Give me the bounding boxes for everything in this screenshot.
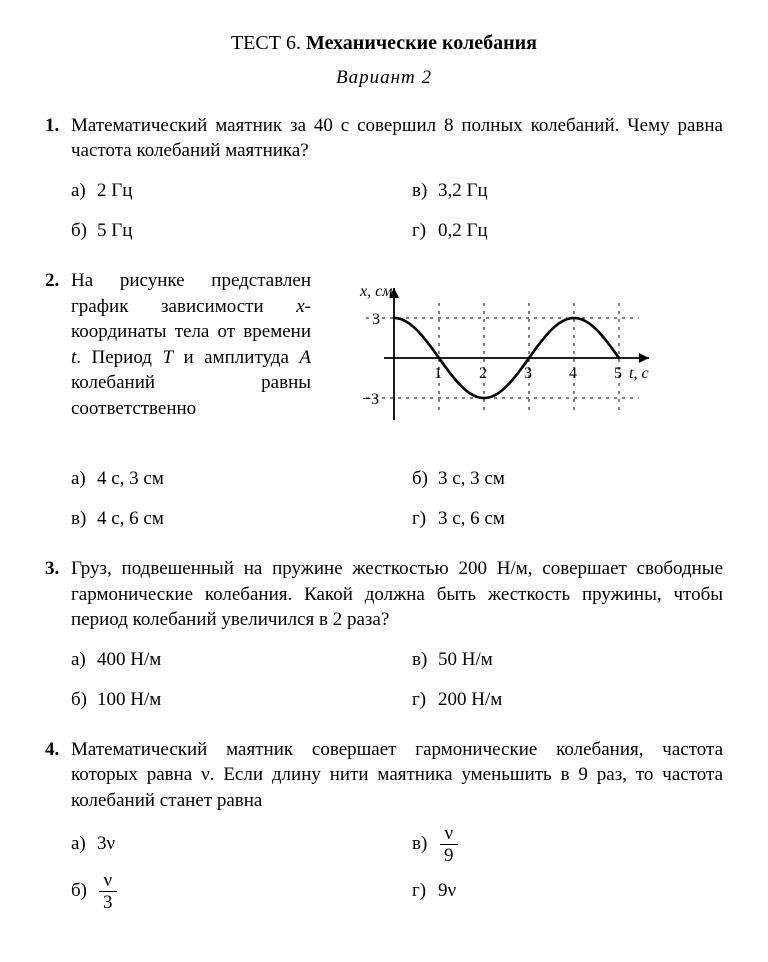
- option-v: в)4 с, 6 см: [71, 502, 382, 536]
- option-g: г)3 с, 6 см: [412, 502, 723, 536]
- question-4: 4. Математический маятник совершает гарм…: [45, 737, 723, 912]
- option-v: в) ν 9: [412, 824, 723, 865]
- option-b: б)100 Н/м: [71, 683, 382, 717]
- question-1: 1. Математический маятник за 40 с соверш…: [45, 113, 723, 248]
- question-number: 2.: [45, 268, 71, 294]
- fraction: ν 9: [440, 824, 458, 865]
- question-number: 1.: [45, 113, 71, 139]
- question-3: 3. Груз, подвешенный на пружине жесткост…: [45, 556, 723, 717]
- svg-text:1: 1: [434, 365, 442, 382]
- question-text: Математический маятник за 40 с совершил …: [71, 113, 723, 164]
- option-v: в)3,2 Гц: [412, 174, 723, 208]
- svg-text:3: 3: [372, 311, 380, 328]
- option-b: б) ν 3: [71, 871, 382, 912]
- svg-text:3: 3: [524, 365, 532, 382]
- svg-text:−3: −3: [362, 391, 379, 408]
- svg-text:4: 4: [569, 365, 577, 382]
- question-number: 3.: [45, 556, 71, 582]
- svg-text:2: 2: [479, 365, 487, 382]
- option-v: в)50 Н/м: [412, 643, 723, 677]
- question-number: 4.: [45, 737, 71, 763]
- option-a: а)4 с, 3 см: [71, 462, 382, 496]
- question-2: 2. На рисунке представлен график зависим…: [45, 268, 723, 536]
- question-text: Груз, подвешенный на пружине жесткостью …: [71, 556, 723, 633]
- title-name: Механические колебания: [306, 32, 537, 54]
- option-g: г)9ν: [412, 871, 723, 912]
- option-b: б)3 с, 3 см: [412, 462, 723, 496]
- option-b: б)5 Гц: [71, 214, 382, 248]
- svg-text:t, с: t, с: [629, 365, 649, 382]
- option-a: а)2 Гц: [71, 174, 382, 208]
- doc-subtitle: Вариант 2: [45, 65, 723, 91]
- svg-text:5: 5: [614, 365, 622, 382]
- option-a: а)400 Н/м: [71, 643, 382, 677]
- doc-title: ТЕСТ 6. Механические колебания: [45, 30, 723, 57]
- question-text: На рисунке представлен график зависимост…: [71, 268, 311, 422]
- oscillation-chart: x, см t, с 3 −3 1 2 3 4 5: [329, 268, 659, 448]
- option-a: а)3ν: [71, 824, 382, 865]
- svg-text:x, см: x, см: [359, 283, 392, 300]
- title-label: ТЕСТ 6.: [231, 32, 301, 54]
- question-text: Математический маятник совершает гармони…: [71, 737, 723, 814]
- option-g: г)200 Н/м: [412, 683, 723, 717]
- option-g: г)0,2 Гц: [412, 214, 723, 248]
- fraction: ν 3: [99, 871, 117, 912]
